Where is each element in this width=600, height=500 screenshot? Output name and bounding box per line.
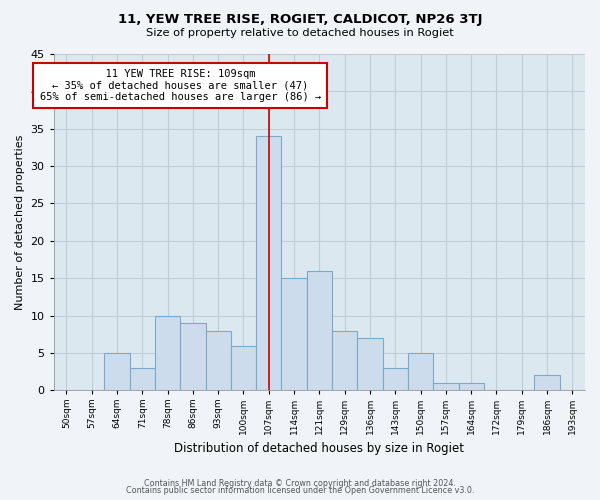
Text: Contains public sector information licensed under the Open Government Licence v3: Contains public sector information licen… (126, 486, 474, 495)
Text: Size of property relative to detached houses in Rogiet: Size of property relative to detached ho… (146, 28, 454, 38)
Bar (155, 316, 180, 390)
Bar (358, 338, 383, 390)
Text: 11, YEW TREE RISE, ROGIET, CALDICOT, NP26 3TJ: 11, YEW TREE RISE, ROGIET, CALDICOT, NP2… (118, 12, 482, 26)
Bar (104, 353, 130, 391)
Bar (408, 353, 433, 391)
Bar (180, 323, 206, 390)
Bar (256, 136, 281, 390)
Bar (130, 368, 155, 390)
Y-axis label: Number of detached properties: Number of detached properties (15, 134, 25, 310)
Bar (458, 383, 484, 390)
Bar (433, 383, 458, 390)
Bar (332, 330, 358, 390)
Bar (307, 271, 332, 390)
Text: Contains HM Land Registry data © Crown copyright and database right 2024.: Contains HM Land Registry data © Crown c… (144, 478, 456, 488)
Bar (535, 376, 560, 390)
Bar (281, 278, 307, 390)
Bar (206, 330, 231, 390)
X-axis label: Distribution of detached houses by size in Rogiet: Distribution of detached houses by size … (175, 442, 464, 455)
Text: 11 YEW TREE RISE: 109sqm  
← 35% of detached houses are smaller (47)
65% of semi: 11 YEW TREE RISE: 109sqm ← 35% of detach… (40, 69, 321, 102)
Bar (383, 368, 408, 390)
Bar (231, 346, 256, 391)
